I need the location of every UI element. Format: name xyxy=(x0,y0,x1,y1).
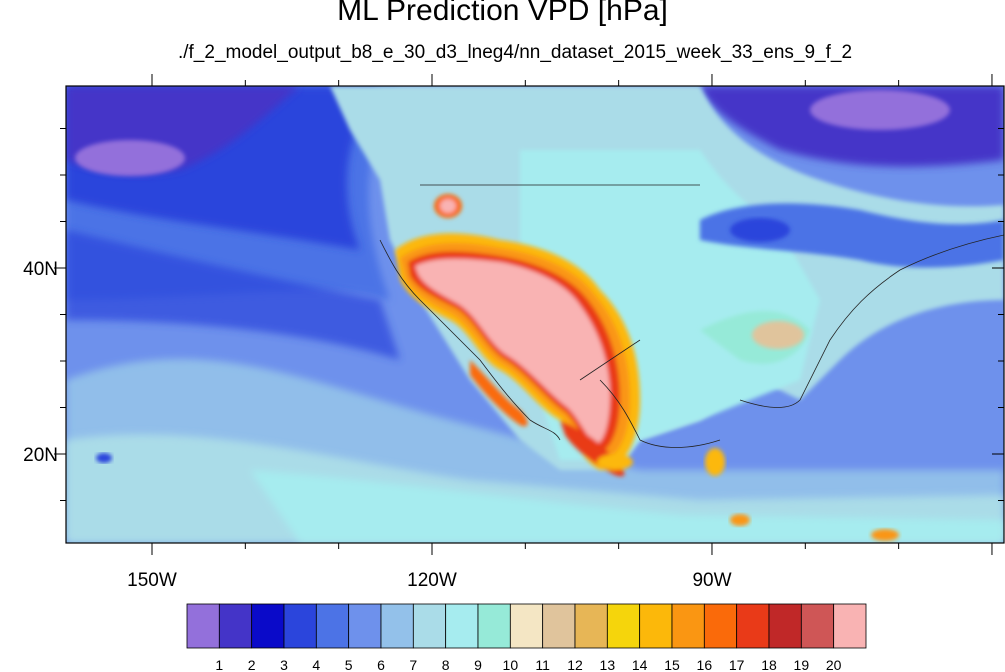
colorbar-swatch-9 xyxy=(477,603,511,649)
colorbar-label-15: 15 xyxy=(664,657,680,672)
colorbar-swatch-2 xyxy=(251,603,285,649)
colorbar-swatch-18 xyxy=(768,603,802,649)
warm-spot-2 xyxy=(730,514,750,526)
colorbar-swatch-6 xyxy=(380,603,414,649)
coastlines xyxy=(379,184,1004,448)
colorbar-label-12: 12 xyxy=(567,657,583,672)
map-plot-area xyxy=(66,86,1004,543)
colorbar-swatch-15 xyxy=(671,603,705,649)
colorbar-label-19: 19 xyxy=(794,657,810,672)
colorbar-swatch-20 xyxy=(833,603,867,649)
colorbar-swatch-10 xyxy=(509,603,544,649)
colorbar-label-16: 16 xyxy=(697,657,713,672)
colorbar-label-7: 7 xyxy=(409,657,417,672)
x-tick-150w: 150W xyxy=(127,570,177,591)
colorbar-swatch-4 xyxy=(315,603,350,649)
colorbar-label-2: 2 xyxy=(248,657,256,672)
colorbar-swatch-1 xyxy=(218,603,253,649)
colorbar-label-1: 1 xyxy=(215,657,223,672)
colorbar-label-18: 18 xyxy=(761,657,777,672)
axis-tick-marks xyxy=(54,74,1004,555)
colorbar-label-5: 5 xyxy=(345,657,353,672)
colorbar-swatch-12 xyxy=(574,603,608,649)
colorbar-label-20: 20 xyxy=(826,657,842,672)
canada-min-patch xyxy=(810,90,950,130)
colorbar-label-9: 9 xyxy=(474,657,482,672)
colorbar-swatch-19 xyxy=(800,603,835,649)
colorbar-swatch-13 xyxy=(606,603,641,649)
southeast-warm-patch xyxy=(752,321,804,349)
colorbar-label-6: 6 xyxy=(377,657,385,672)
west-hot-region xyxy=(395,194,640,477)
great-lakes-patch xyxy=(730,218,790,242)
colorbar-swatch-7 xyxy=(412,603,447,649)
x-tick-90w: 90W xyxy=(692,570,731,591)
colorbar-swatch-17 xyxy=(736,603,770,649)
y-tick-40n: 40N xyxy=(23,259,58,280)
colorbar: 1 2 3 4 5 6 7 8 9 10 11 12 13 14 15 16 17 18 19 20 xyxy=(186,603,867,672)
ocean-cyan-band xyxy=(250,470,1004,543)
colorbar-swatch-11 xyxy=(542,603,576,649)
ocean-mid-band xyxy=(66,230,400,360)
colorbar-label-14: 14 xyxy=(632,657,648,672)
warm-spot-1 xyxy=(705,448,725,476)
colorbar-swatch-0 xyxy=(186,603,220,649)
colorbar-label-13: 13 xyxy=(600,657,616,672)
x-tick-120w: 120W xyxy=(407,570,457,591)
map-title: ML Prediction VPD [hPa] xyxy=(337,0,668,27)
colorbar-swatch-5 xyxy=(348,603,382,649)
colorbar-label-8: 8 xyxy=(442,657,450,672)
colorbar-label-4: 4 xyxy=(312,657,320,672)
hawaii-patch xyxy=(96,453,112,463)
colorbar-label-17: 17 xyxy=(729,657,745,672)
y-tick-20n: 20N xyxy=(23,445,58,466)
colorbar-label-11: 11 xyxy=(535,657,550,672)
colorbar-swatch-8 xyxy=(445,603,479,649)
warm-spot-3 xyxy=(871,529,899,541)
ocean-min-patch xyxy=(75,140,185,176)
colorbar-swatch-14 xyxy=(639,603,673,649)
colorbar-swatch-16 xyxy=(703,603,738,649)
colorbar-label-3: 3 xyxy=(280,657,288,672)
map-subtitle: ./f_2_model_output_b8_e_30_d3_lneg4/nn_d… xyxy=(177,42,853,63)
colorbar-label-10: 10 xyxy=(503,657,519,672)
colorbar-swatch-3 xyxy=(283,603,317,649)
northeast-cool-band xyxy=(700,203,1004,268)
